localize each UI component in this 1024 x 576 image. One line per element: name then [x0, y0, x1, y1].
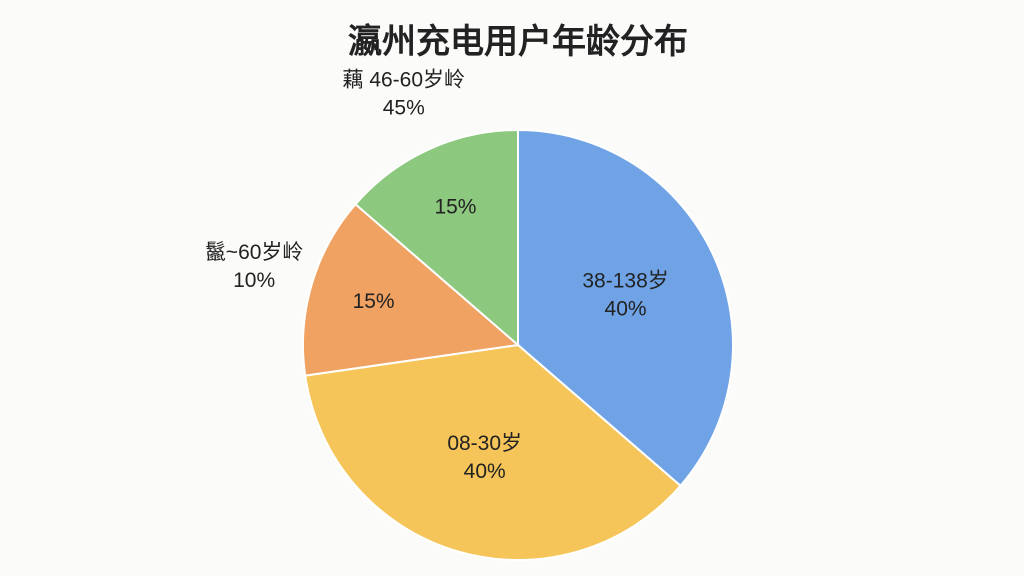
pie-slice	[354, 128, 519, 348]
outer-label: 鬣~60岁岭	[205, 241, 304, 264]
chart-title: 瀛州充电用户年龄分布	[348, 22, 688, 61]
outer-label: 藕 46-60岁岭	[342, 68, 465, 91]
value-label: 15%	[434, 196, 476, 219]
outer-percent-label: 10%	[233, 269, 275, 292]
pie-slice	[302, 202, 521, 377]
pie-slice	[304, 343, 682, 561]
pie-slice	[517, 128, 734, 488]
value-label: 15%	[353, 290, 395, 313]
slice-label: 08-30岁	[447, 432, 522, 455]
value-label: 40%	[464, 460, 506, 483]
slice-label: 38-138岁	[582, 269, 668, 292]
value-label: 40%	[605, 297, 647, 320]
outer-percent-label: 45%	[383, 96, 425, 119]
